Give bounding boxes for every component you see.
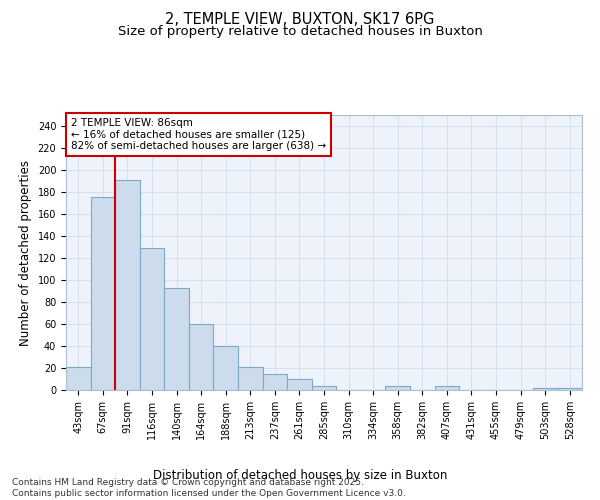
Bar [164, 288, 189, 390]
Bar [189, 324, 214, 390]
Bar [91, 198, 115, 390]
Text: Distribution of detached houses by size in Buxton: Distribution of detached houses by size … [153, 468, 447, 481]
Bar [263, 374, 287, 390]
Bar [214, 346, 238, 390]
Bar [287, 379, 312, 390]
Bar [312, 386, 336, 390]
Bar [66, 367, 91, 390]
Bar [115, 180, 140, 390]
Text: Size of property relative to detached houses in Buxton: Size of property relative to detached ho… [118, 25, 482, 38]
Bar [557, 388, 582, 390]
Bar [238, 367, 263, 390]
Text: 2 TEMPLE VIEW: 86sqm
← 16% of detached houses are smaller (125)
82% of semi-deta: 2 TEMPLE VIEW: 86sqm ← 16% of detached h… [71, 118, 326, 151]
Y-axis label: Number of detached properties: Number of detached properties [19, 160, 32, 346]
Text: 2, TEMPLE VIEW, BUXTON, SK17 6PG: 2, TEMPLE VIEW, BUXTON, SK17 6PG [166, 12, 434, 28]
Bar [533, 388, 557, 390]
Text: Contains HM Land Registry data © Crown copyright and database right 2025.
Contai: Contains HM Land Registry data © Crown c… [12, 478, 406, 498]
Bar [434, 386, 459, 390]
Bar [140, 248, 164, 390]
Bar [385, 386, 410, 390]
